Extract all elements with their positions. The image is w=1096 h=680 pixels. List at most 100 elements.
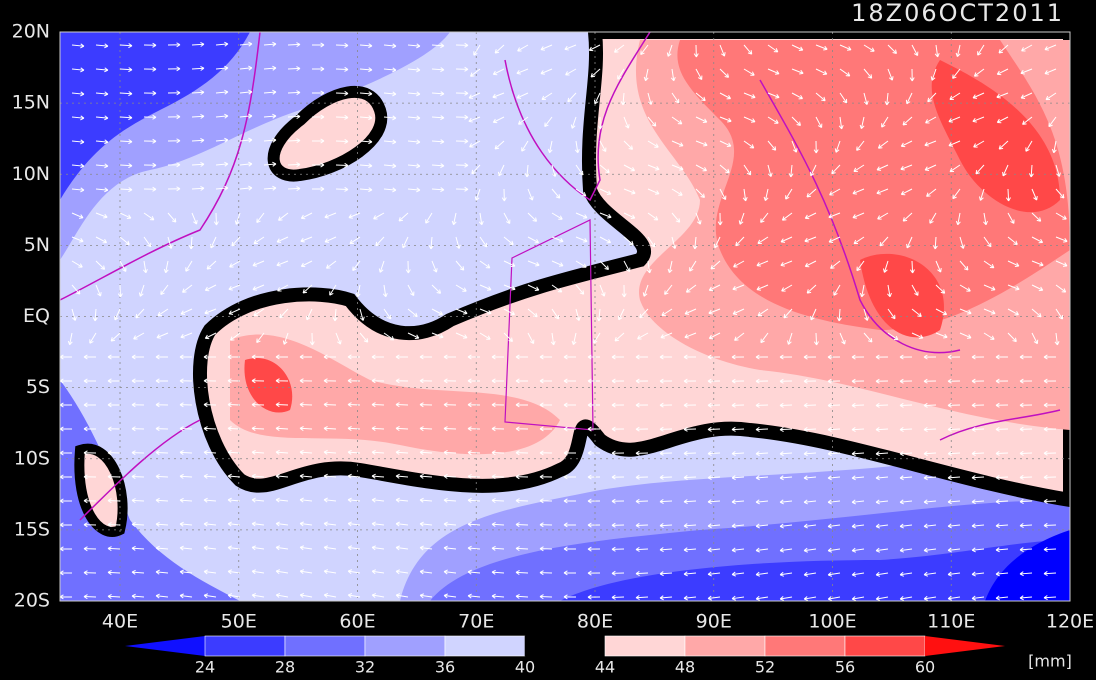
colorbar-segment: [204, 635, 286, 657]
wind-arrow: [455, 186, 469, 192]
wind-arrow: [683, 354, 697, 360]
wind-arrow: [516, 68, 529, 75]
wind-arrow: [155, 545, 169, 551]
wind-arrow: [443, 450, 457, 456]
wind-arrow: [899, 523, 913, 529]
wind-arrow: [95, 236, 108, 244]
lat-label: 10S: [14, 447, 50, 469]
wind-arrow: [647, 236, 656, 248]
wind-arrow: [1044, 44, 1057, 51]
wind-arrow: [395, 593, 409, 599]
wind-arrow: [831, 164, 841, 175]
wind-arrow: [455, 284, 467, 292]
wind-arrow: [119, 43, 133, 49]
wind-arrow: [973, 68, 985, 77]
wind-arrow: [539, 546, 553, 552]
wind-arrow: [227, 497, 241, 503]
wind-arrow: [587, 522, 601, 528]
wind-arrow: [60, 522, 73, 528]
wind-arrow: [803, 596, 817, 601]
wind-arrow: [203, 521, 217, 527]
wind-arrow: [299, 378, 313, 384]
wind-arrow: [191, 113, 205, 119]
wind-arrow: [971, 378, 985, 384]
wind-arrow: [971, 475, 985, 481]
wind-arrow: [827, 475, 841, 481]
wind-arrow: [251, 593, 265, 598]
wind-arrow: [332, 308, 338, 322]
wind-arrow: [515, 378, 529, 384]
wind-arrow: [934, 44, 940, 58]
wind-arrow: [67, 332, 73, 346]
wind-arrow: [743, 116, 756, 123]
wind-arrow: [143, 236, 152, 248]
wind-arrow: [491, 474, 505, 480]
wind-arrow: [383, 163, 397, 169]
wind-arrow: [227, 521, 241, 527]
wind-arrow: [614, 332, 625, 342]
wind-arrow: [975, 164, 985, 175]
wind-arrow: [191, 212, 198, 225]
wind-arrow: [755, 523, 769, 529]
wind-arrow: [503, 260, 516, 268]
wind-arrow: [947, 523, 961, 529]
wind-arrow: [468, 116, 481, 123]
wind-arrow: [1055, 308, 1064, 320]
wind-arrow: [707, 450, 721, 456]
wind-arrow: [955, 212, 961, 226]
wind-arrow: [1019, 498, 1033, 504]
wind-arrow: [639, 308, 649, 319]
wind-arrow: [443, 521, 457, 527]
field-red-peak: [244, 358, 293, 413]
wind-arrow: [227, 449, 241, 455]
wind-arrow: [527, 308, 538, 318]
wind-arrow: [875, 354, 889, 360]
wind-arrow: [539, 402, 553, 408]
wind-arrow: [635, 522, 649, 528]
wind-arrow: [803, 475, 817, 481]
wind-arrow: [924, 164, 937, 171]
wind-arrow: [899, 427, 913, 432]
wind-arrow: [659, 450, 673, 456]
wind-arrow: [757, 236, 769, 244]
colorbar-label: 52: [755, 658, 775, 677]
wind-arrow: [335, 332, 342, 345]
wind-arrow: [467, 474, 481, 479]
wind-arrow: [1054, 332, 1060, 346]
wind-arrow: [635, 354, 649, 360]
wind-arrow: [640, 44, 649, 56]
wind-arrow: [1022, 116, 1033, 125]
wind-arrow: [809, 164, 817, 177]
wind-arrow: [371, 593, 385, 598]
wind-arrow: [719, 140, 732, 148]
wind-arrow: [215, 89, 229, 95]
wind-arrow: [902, 212, 913, 222]
colorbar-arrow: [925, 636, 1005, 656]
wind-arrow: [131, 521, 145, 527]
wind-arrow: [431, 115, 445, 121]
wind-arrow: [731, 378, 745, 384]
colorbar-label: 28: [275, 658, 295, 677]
wind-arrow: [623, 140, 634, 150]
wind-arrow: [60, 450, 73, 456]
wind-arrow: [455, 66, 469, 72]
wind-arrow: [60, 378, 73, 384]
wind-arrow: [323, 473, 337, 479]
wind-arrow: [95, 163, 109, 169]
wind-arrow: [119, 236, 130, 246]
wind-arrow: [527, 260, 540, 267]
wind-arrow: [179, 378, 193, 384]
wind-arrow: [119, 67, 133, 73]
wind-arrow: [479, 236, 488, 248]
wind-arrow: [323, 402, 337, 408]
wind-arrow: [611, 354, 625, 360]
wind-arrow: [263, 41, 277, 47]
wind-arrow: [1055, 284, 1067, 293]
wind-arrow: [983, 236, 992, 248]
wind-arrow: [707, 595, 721, 601]
wind-arrow: [155, 378, 169, 384]
wind-arrow: [887, 68, 894, 81]
wind-arrow: [1055, 164, 1061, 177]
wind-arrow: [1043, 498, 1057, 504]
wind-arrow: [593, 332, 601, 344]
